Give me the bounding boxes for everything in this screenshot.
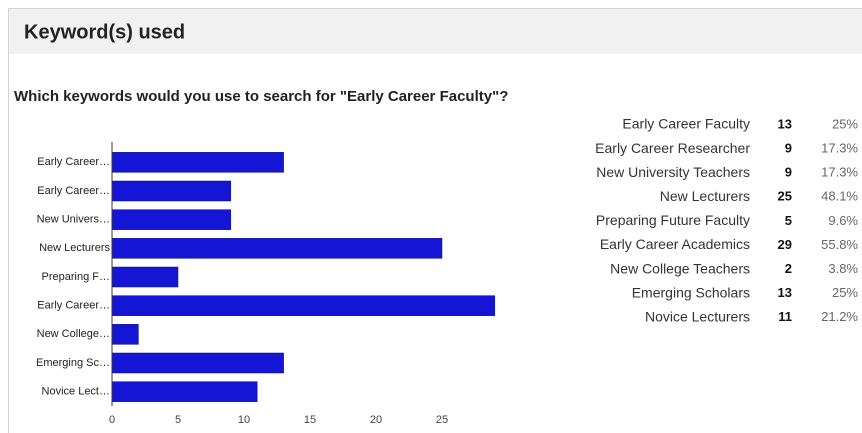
bar — [111, 266, 179, 288]
summary-table: Early Career Faculty 13 25% Early Career Re… — [595, 116, 858, 325]
header-title: Keyword(s) used — [24, 21, 185, 43]
keyword: New University Teachers — [596, 164, 750, 180]
bar — [111, 324, 139, 345]
percent: 3.8% — [828, 261, 858, 276]
y-tick-label: Early Career… — [37, 185, 110, 197]
x-tick-label: 10 — [238, 414, 250, 426]
x-tick-label: 15 — [304, 414, 316, 426]
x-tick-label: 0 — [109, 414, 115, 426]
bar — [111, 295, 496, 316]
chart: 0 5 10 15 20 25 Early Career… Early Career… New … — [36, 142, 496, 426]
keyword: Early Career Faculty — [622, 116, 750, 132]
percent: 17.3% — [821, 141, 858, 156]
y-tick-label: New College… — [37, 328, 110, 340]
count: 11 — [778, 309, 792, 324]
keyword: New Lecturers — [660, 188, 750, 204]
count: 13 — [778, 285, 792, 300]
bar — [111, 209, 232, 230]
count: 25 — [778, 189, 792, 204]
count: 2 — [785, 261, 792, 276]
count: 9 — [785, 165, 792, 180]
percent: 25% — [832, 285, 858, 300]
percent: 55.8% — [821, 237, 858, 252]
y-tick-label: New Lecturers — [39, 242, 110, 254]
count: 29 — [778, 237, 792, 252]
question: Which keywords would you use to search f… — [14, 88, 508, 105]
bar — [111, 352, 284, 374]
percent: 25% — [832, 116, 858, 131]
x-tick-label: 20 — [370, 414, 382, 426]
percent: 48.1% — [821, 189, 858, 204]
count: 13 — [778, 116, 792, 131]
x-tick-label: 5 — [175, 414, 181, 426]
percent: 17.3% — [821, 165, 858, 180]
count: 5 — [785, 213, 792, 228]
y-tick-label: Early Career… — [37, 300, 110, 312]
bar — [111, 381, 258, 402]
y-tick-label: Novice Lect… — [42, 386, 110, 398]
keyword: Preparing Future Faculty — [596, 212, 750, 228]
y-tick-label: Early Career… — [37, 156, 110, 168]
count: 9 — [785, 141, 792, 156]
y-tick-label: Emerging Sc… — [36, 357, 110, 369]
x-tick-label: 25 — [436, 414, 448, 426]
y-tick-label: Preparing F… — [42, 271, 110, 283]
bar — [111, 180, 232, 202]
percent: 9.6% — [828, 213, 858, 228]
y-tick-label: New Univers… — [37, 214, 110, 226]
bar — [111, 238, 443, 259]
keyword: Early Career Researcher — [595, 140, 750, 156]
header-bar — [9, 9, 862, 54]
bar — [111, 152, 284, 173]
keyword: Emerging Scholars — [632, 284, 750, 300]
keyword: Early Career Academics — [600, 236, 750, 252]
keyword: Novice Lecturers — [645, 309, 750, 325]
keyword: New College Teachers — [610, 260, 750, 276]
percent: 21.2% — [821, 309, 858, 324]
